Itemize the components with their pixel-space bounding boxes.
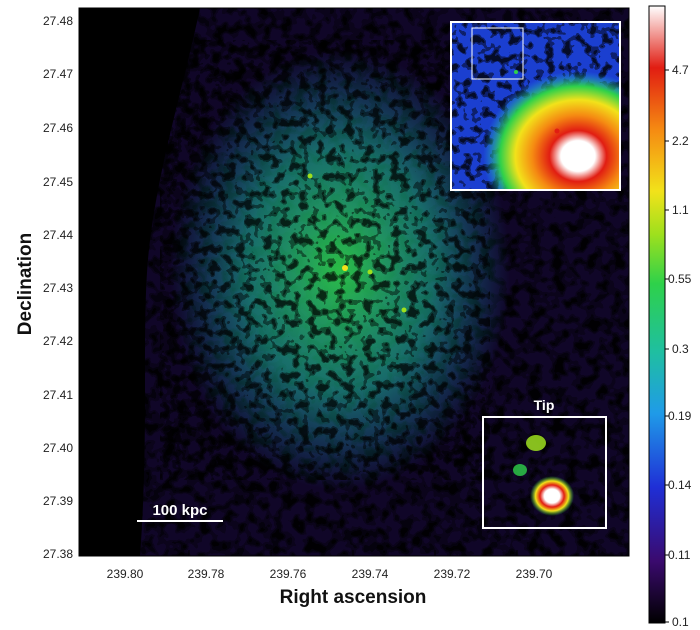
y-tick-label: 27.47 [43,67,73,81]
x-tick-label: 239.72 [434,567,471,581]
scale-bar-label: 100 kpc [152,502,207,519]
y-tick-label: 27.43 [43,281,73,295]
colorbar-tick-label: 2.2 [672,134,689,148]
colorbar-tick-label: 4.7 [672,63,689,77]
y-tick-label: 27.40 [43,441,73,455]
colorbar-tick-label: 1.1 [672,203,689,217]
colorbar-tick-label: 0.11 [668,548,691,562]
y-tick-label: 27.45 [43,175,73,189]
inset-panel [450,21,621,191]
x-tick-label: 239.80 [107,567,144,581]
plot-frame [78,7,630,557]
colorbar-tick-label: 0.3 [672,342,689,356]
x-tick-label: 239.76 [270,567,307,581]
x-tick-label: 239.78 [188,567,225,581]
y-tick-label: 27.42 [43,334,73,348]
y-tick-label: 27.41 [43,388,73,402]
x-tick-label: 239.74 [352,567,389,581]
x-axis-title: Right ascension [280,587,427,608]
x-tick-label: 239.70 [516,567,553,581]
y-tick-label: 27.48 [43,14,73,28]
colorbar: 4.7 2.2 1.1 0.55 0.3 0.19 0.14 0.11 0.1 [648,5,692,629]
y-axis-title: Declination [15,233,36,335]
colorbar-tick-label: 0.19 [668,409,692,423]
colorbar-tick-label: 0.14 [668,478,692,492]
colorbar-tick-label: 0.1 [672,615,689,629]
y-axis: 27.48 27.47 27.46 27.45 27.44 27.43 27.4… [43,14,85,561]
tip-region-box [482,416,607,529]
x-axis: 239.80 239.78 239.76 239.74 239.72 239.7… [107,550,600,581]
colorbar-tick-label: 0.55 [668,272,692,286]
y-tick-label: 27.39 [43,494,73,508]
colorbar-gradient [648,5,666,624]
y-tick-label: 27.44 [43,228,73,242]
y-tick-label: 27.46 [43,121,73,135]
tip-label: Tip [534,397,555,413]
y-tick-label: 27.38 [43,547,73,561]
